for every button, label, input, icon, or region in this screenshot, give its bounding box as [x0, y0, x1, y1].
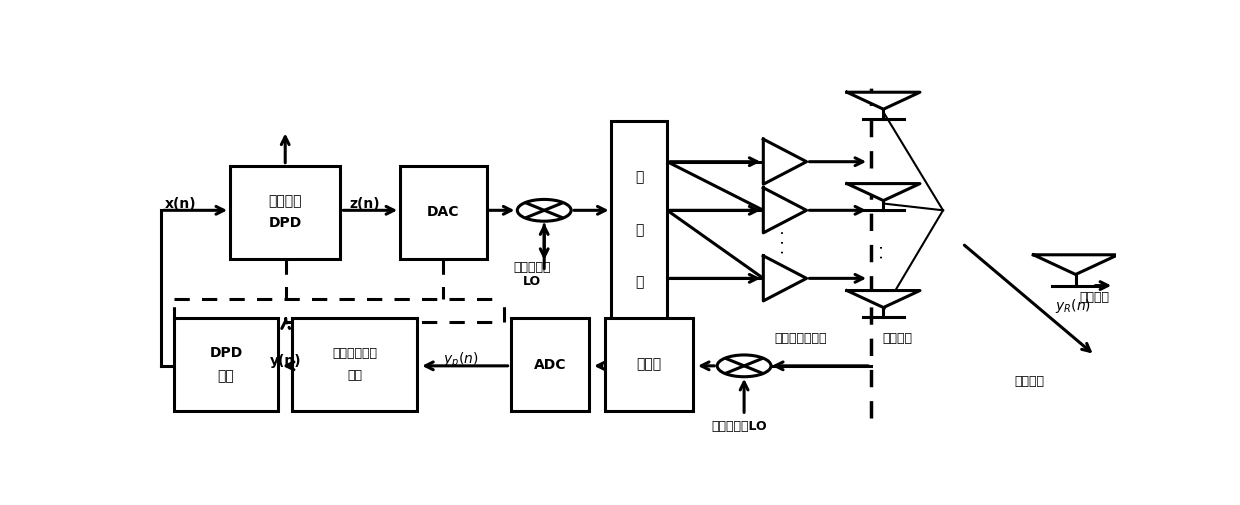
Text: 波束方向: 波束方向	[1014, 375, 1044, 388]
Text: y(n): y(n)	[269, 354, 301, 368]
Text: 器: 器	[635, 275, 644, 289]
Circle shape	[717, 355, 771, 377]
Polygon shape	[764, 256, 806, 301]
FancyBboxPatch shape	[605, 318, 693, 412]
Text: ADC: ADC	[533, 358, 567, 372]
FancyBboxPatch shape	[611, 121, 667, 339]
Text: 合成等效远场: 合成等效远场	[332, 347, 377, 360]
Text: 移: 移	[635, 171, 644, 184]
Text: 相: 相	[635, 223, 644, 237]
Text: 多个功率放大器: 多个功率放大器	[775, 332, 827, 345]
Polygon shape	[1033, 255, 1118, 275]
Text: z(n): z(n)	[350, 197, 379, 212]
Text: 下变频模块LO: 下变频模块LO	[712, 420, 768, 433]
FancyBboxPatch shape	[511, 318, 589, 412]
Polygon shape	[847, 92, 920, 109]
Circle shape	[517, 199, 572, 221]
Text: $y_p(n)$: $y_p(n)$	[444, 351, 479, 371]
Text: x(n): x(n)	[165, 197, 196, 212]
FancyBboxPatch shape	[229, 166, 341, 259]
Text: · · ·: · · ·	[777, 230, 792, 255]
Polygon shape	[764, 188, 806, 233]
Text: 预失真器: 预失真器	[269, 194, 303, 208]
Polygon shape	[847, 290, 920, 308]
Text: 天线阵列: 天线阵列	[883, 332, 913, 345]
FancyBboxPatch shape	[401, 166, 486, 259]
FancyBboxPatch shape	[174, 318, 278, 412]
Text: 滤波器: 滤波器	[636, 358, 661, 372]
Polygon shape	[764, 139, 806, 184]
Polygon shape	[847, 184, 920, 200]
Text: DPD: DPD	[269, 217, 301, 230]
Text: · ·: · ·	[875, 244, 890, 259]
FancyBboxPatch shape	[293, 318, 418, 412]
Text: 训练: 训练	[218, 369, 234, 383]
Text: 信号: 信号	[347, 369, 362, 382]
Text: 上变频模块: 上变频模块	[513, 261, 551, 274]
Text: DAC: DAC	[427, 205, 460, 219]
Text: DPD: DPD	[210, 346, 243, 361]
Text: 接收天线: 接收天线	[1079, 291, 1110, 305]
Text: $y_R(n)$: $y_R(n)$	[1055, 297, 1091, 315]
Text: LO: LO	[522, 275, 541, 288]
